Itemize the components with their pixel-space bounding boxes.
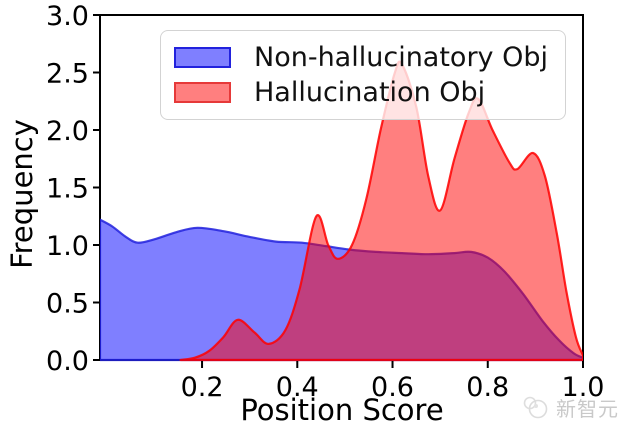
y-tick-label: 2.5 — [46, 59, 89, 90]
legend-swatch-non-hallucinatory — [174, 46, 231, 68]
x-tick-label: 0.8 — [466, 372, 509, 403]
legend-item-non-hallucinatory: Non-hallucinatory Obj — [174, 42, 551, 73]
x-tick-label: 0.6 — [371, 372, 414, 403]
legend-item-hallucination: Hallucination Obj — [174, 77, 551, 108]
legend-label-non-hallucinatory: Non-hallucinatory Obj — [254, 41, 549, 73]
x-axis-label: Position Score — [240, 393, 444, 427]
legend: Non-hallucinatory Obj Hallucination Obj — [160, 30, 566, 120]
x-tick-label: 0.2 — [181, 372, 224, 403]
y-tick-label: 0.5 — [46, 289, 89, 320]
y-tick-label: 3.0 — [46, 1, 89, 32]
legend-swatch-hallucination — [174, 81, 231, 103]
y-tick-label: 1.0 — [46, 231, 89, 262]
y-tick-label: 1.5 — [46, 174, 89, 205]
legend-label-hallucination: Hallucination Obj — [254, 76, 486, 108]
x-tick-label: 1.0 — [562, 372, 605, 403]
watermark-text: 新智元 — [556, 397, 619, 421]
x-tick-label: 0.4 — [276, 372, 319, 403]
watermark-logo-icon — [523, 396, 548, 418]
y-axis-label: Frequency — [5, 119, 39, 269]
y-tick-label: 0.0 — [46, 346, 89, 377]
watermark: 新智元 — [521, 393, 619, 422]
y-tick-label: 2.0 — [46, 116, 89, 147]
